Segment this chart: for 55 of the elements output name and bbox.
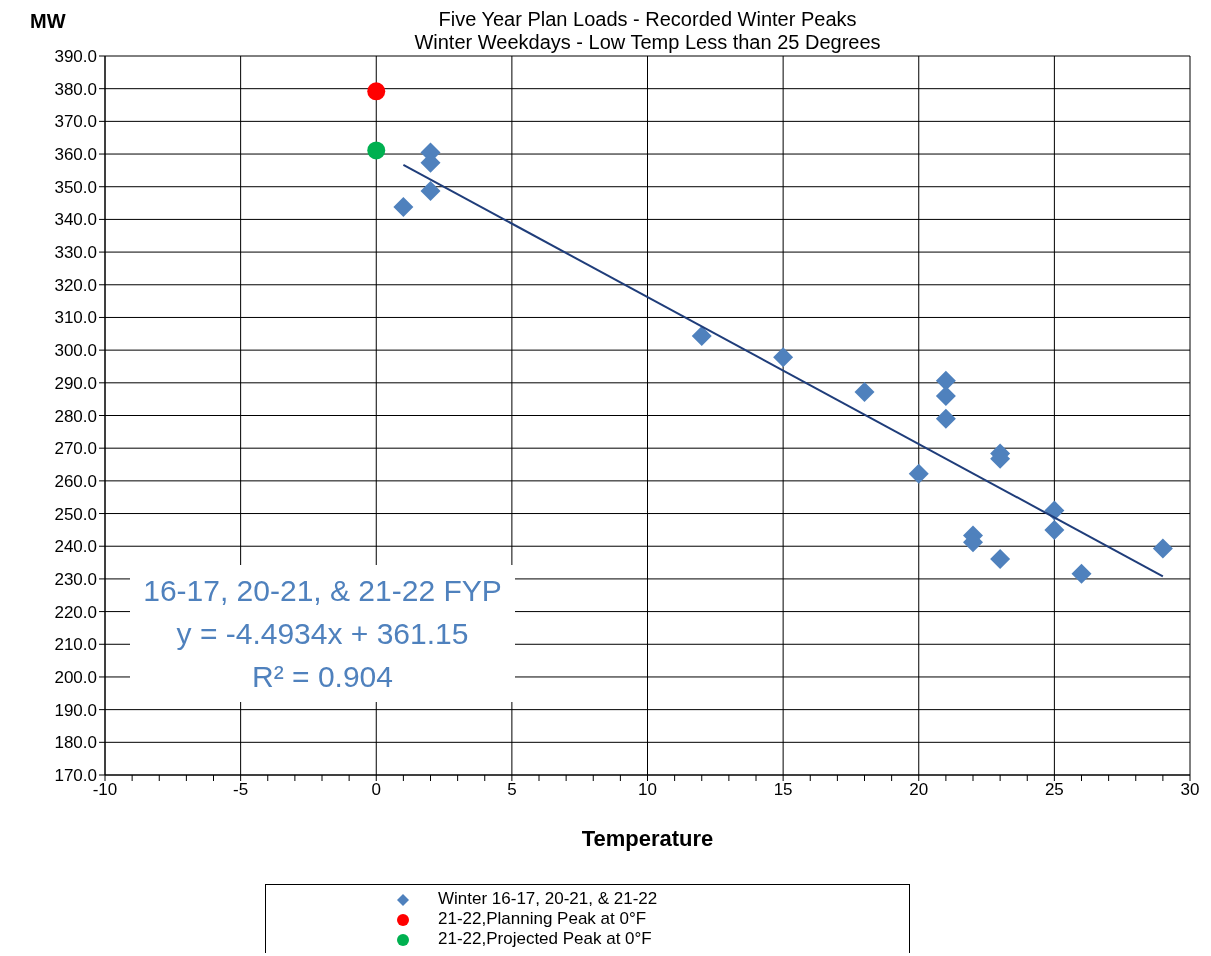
y-tick-label: 350.0 <box>54 177 97 197</box>
y-tick-label: 230.0 <box>54 569 97 589</box>
annotation: R² = 0.904 <box>251 659 394 695</box>
y-tick-label: 380.0 <box>54 79 97 99</box>
y-tick-label: 190.0 <box>54 700 97 720</box>
point <box>1071 563 1092 584</box>
x-tick-label: 10 <box>638 780 657 800</box>
y-tick-label: 290.0 <box>54 373 97 393</box>
annotation: y = -4.4934x + 361.15 <box>175 616 470 652</box>
x-tick-label: 5 <box>507 780 517 800</box>
y-tick-label: 180.0 <box>54 733 97 753</box>
x-tick-label: 25 <box>1044 780 1064 800</box>
x-tick-label: 15 <box>773 780 793 800</box>
y-tick-label: 250.0 <box>54 504 97 524</box>
x-tick-label: -5 <box>233 780 249 800</box>
y-tick-label: 210.0 <box>54 635 97 655</box>
y-tick-label: 320.0 <box>54 275 97 295</box>
point <box>367 141 386 160</box>
y-tick-label: 330.0 <box>54 243 97 263</box>
point <box>935 385 956 406</box>
legend-label: Winter 16-17, 20-21, & 21-22 <box>438 889 658 908</box>
y-tick-label: 360.0 <box>54 145 97 165</box>
y-tick-label: 220.0 <box>54 602 97 622</box>
point <box>393 196 414 217</box>
point <box>935 370 956 391</box>
annotation: 16-17, 20-21, & 21-22 FYP <box>142 573 503 609</box>
x-tick-label: 30 <box>1180 780 1200 800</box>
y-tick-label: 310.0 <box>54 308 97 328</box>
point <box>854 381 875 402</box>
point <box>1152 538 1173 559</box>
x-tick-label: 20 <box>909 780 929 800</box>
y-tick-label: 340.0 <box>54 210 97 230</box>
point <box>691 326 712 347</box>
point <box>1044 519 1065 540</box>
point <box>773 347 794 368</box>
y-tick-label: 260.0 <box>54 471 97 491</box>
point <box>420 180 441 201</box>
y-tick-label: 280.0 <box>54 406 97 426</box>
point <box>990 548 1011 569</box>
point <box>908 463 929 484</box>
y-tick-label: 370.0 <box>54 112 97 132</box>
y-axis-title: MW <box>30 10 66 33</box>
legend-label: 21-22,Planning Peak at 0°F <box>438 909 647 928</box>
point <box>367 82 386 101</box>
legend-label: 21-22,Projected Peak at 0°F <box>438 929 652 948</box>
x-axis-title: Temperature <box>580 826 715 852</box>
chart-title: Five Year Plan Loads - Recorded Winter Peaks <box>437 8 858 31</box>
x-tick-label: 0 <box>371 780 381 800</box>
y-tick-label: 270.0 <box>54 439 97 459</box>
y-tick-label: 390.0 <box>54 47 97 67</box>
y-tick-label: 300.0 <box>54 341 97 361</box>
point <box>935 408 956 429</box>
y-tick-label: 200.0 <box>54 667 97 687</box>
chart-subtitle: Winter Weekdays - Low Temp Less than 25 Degrees <box>413 31 882 54</box>
y-tick-label: 240.0 <box>54 537 97 557</box>
